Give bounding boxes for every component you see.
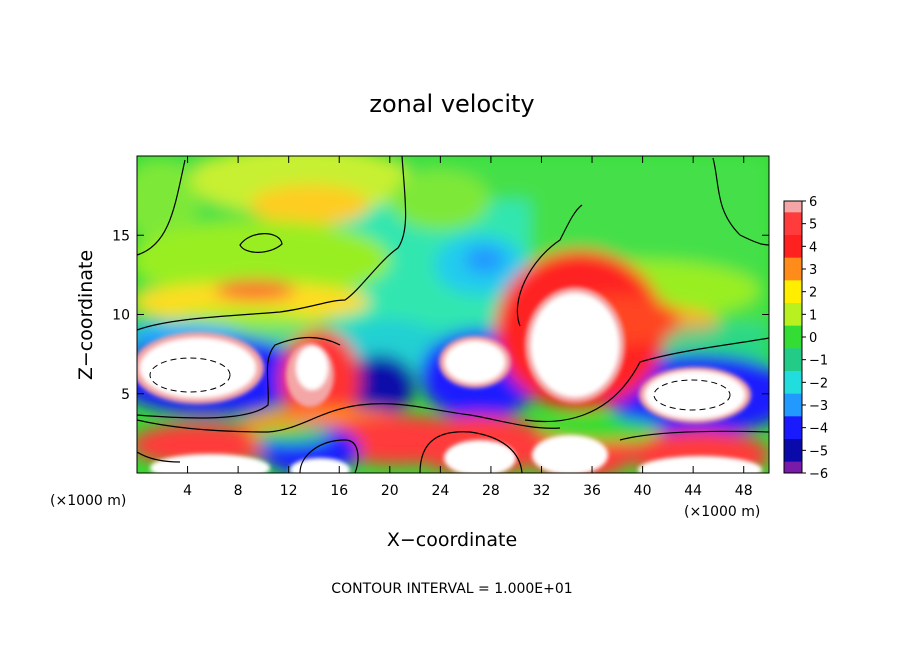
colorbar-swatch xyxy=(784,416,802,429)
colorbar-swatch xyxy=(784,427,802,440)
colorbar-label: 0 xyxy=(809,331,817,346)
y-tick-label: 10 xyxy=(112,308,130,324)
colorbar-label: 6 xyxy=(809,195,817,210)
colorbar-swatch xyxy=(784,303,802,315)
y-axis-ticks: 5 10 15 xyxy=(112,228,769,403)
x-unit-right: (×1000 m) xyxy=(684,504,760,520)
colorbar-label: 3 xyxy=(809,263,817,278)
chart-title: zonal velocity xyxy=(369,90,534,118)
colorbar-swatch xyxy=(784,246,802,259)
colorbar-label: −3 xyxy=(809,399,828,414)
x-tick-label: 12 xyxy=(280,483,298,499)
colorbar-label: −5 xyxy=(809,444,828,459)
x-axis-label: X−coordinate xyxy=(387,529,517,551)
x-tick-label: 48 xyxy=(735,483,753,499)
colorbar-swatch xyxy=(784,212,802,225)
colorbar-swatch xyxy=(784,325,802,338)
colorbar-label: −4 xyxy=(809,422,828,437)
y-tick-label: 5 xyxy=(121,387,130,403)
colorbar: 6 5 4 3 2 1 0 −1 −2 −3 −4 −5 −6 xyxy=(783,195,828,482)
colorbar-swatch xyxy=(784,405,802,417)
y-axis-label: Z−coordinate xyxy=(75,250,97,380)
x-tick-label: 44 xyxy=(684,483,702,499)
heatmap-field xyxy=(137,156,769,473)
x-tick-label: 4 xyxy=(183,483,192,499)
x-tick-label: 20 xyxy=(381,483,399,499)
colorbar-swatch xyxy=(784,314,802,327)
colorbar-swatch xyxy=(784,235,802,247)
x-tick-label: 16 xyxy=(330,483,348,499)
x-tick-label: 40 xyxy=(634,483,652,499)
contour-lines-dashed xyxy=(149,357,731,411)
x-unit-left: (×1000 m) xyxy=(50,493,126,509)
colorbar-label: −6 xyxy=(809,467,828,482)
x-tick-label: 24 xyxy=(431,483,449,499)
colorbar-swatch xyxy=(784,280,802,293)
colorbar-swatch xyxy=(784,337,802,349)
colorbar-swatch xyxy=(784,393,802,406)
colorbar-swatch xyxy=(784,382,802,395)
colorbar-label: 1 xyxy=(809,308,817,323)
colorbar-swatch xyxy=(784,348,802,361)
colorbar-label: −1 xyxy=(809,354,828,369)
colorbar-swatch xyxy=(784,257,802,270)
colorbar-swatch xyxy=(784,461,802,474)
colorbar-swatch xyxy=(784,269,802,281)
field-cores xyxy=(137,287,762,473)
colorbar-label: 4 xyxy=(809,240,817,255)
x-tick-label: 8 xyxy=(234,483,243,499)
x-axis-ticks: 4 8 12 16 20 24 28 32 36 40 44 48 xyxy=(183,156,753,499)
contour-interval-footer: CONTOUR INTERVAL = 1.000E+01 xyxy=(331,581,572,597)
colorbar-label: 2 xyxy=(809,286,817,301)
colorbar-label: 5 xyxy=(809,218,817,233)
x-tick-label: 28 xyxy=(482,483,500,499)
x-tick-label: 36 xyxy=(583,483,601,499)
colorbar-swatch xyxy=(784,450,802,463)
x-tick-label: 32 xyxy=(533,483,551,499)
colorbar-label: −2 xyxy=(809,376,828,391)
colorbar-swatch xyxy=(784,359,802,372)
colorbar-swatch xyxy=(784,439,802,451)
colorbar-swatch xyxy=(784,201,802,213)
colorbar-swatch xyxy=(784,371,802,383)
colorbar-swatch xyxy=(784,291,802,304)
contour-lines xyxy=(137,156,769,473)
y-tick-label: 15 xyxy=(112,228,130,244)
colorbar-swatch xyxy=(784,223,802,236)
